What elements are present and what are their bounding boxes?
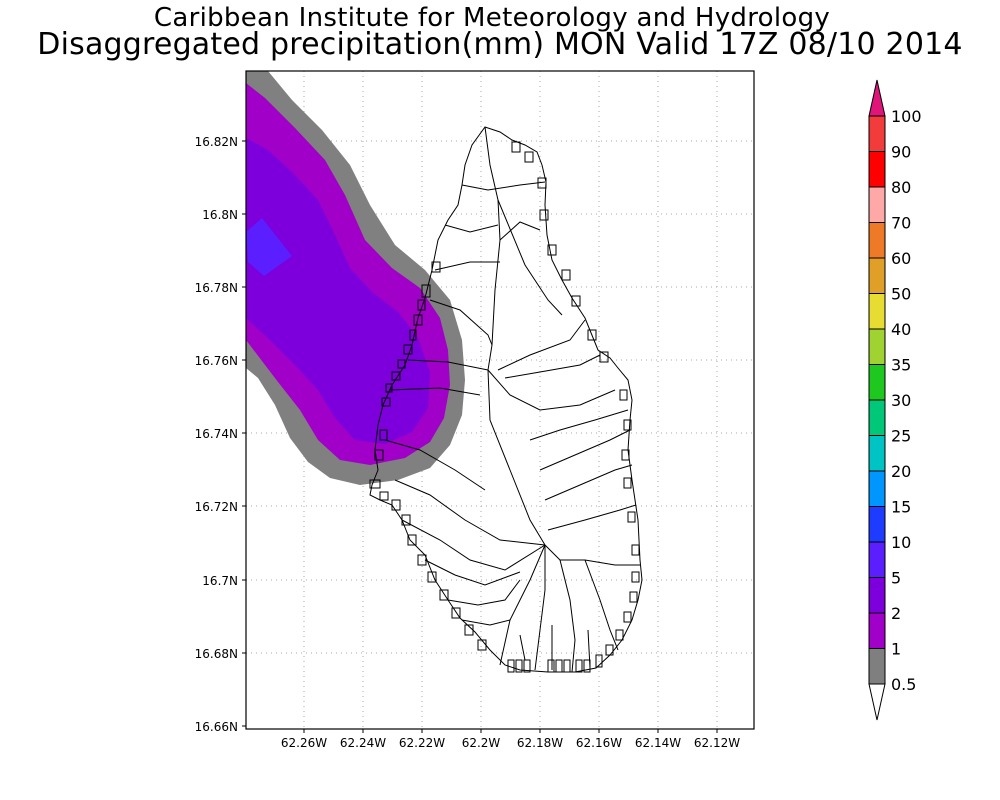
colorbar-label: 0.5: [891, 675, 916, 694]
colorbar-swatch: [868, 328, 886, 365]
title-product: Disaggregated precipitation(mm) MON Vali…: [37, 27, 963, 62]
colorbar-swatch: [868, 293, 886, 330]
colorbar-swatch: [868, 186, 886, 223]
lat-label: 16.72N: [195, 500, 238, 514]
colorbar-swatch: [868, 257, 886, 294]
colorbar-legend: 100 90 80 70 60 50 40 35 30 25 20 15 10 …: [868, 79, 922, 721]
colorbar-swatch: [868, 364, 886, 401]
lon-label: 62.16W: [576, 736, 622, 750]
colorbar-label: 35: [891, 356, 911, 375]
lon-label: 62.22W: [399, 736, 445, 750]
colorbar-swatch: [868, 648, 886, 685]
lon-label: 62.26W: [281, 736, 327, 750]
colorbar-swatch: [868, 541, 886, 578]
lat-label: 16.7N: [202, 574, 238, 588]
lon-label: 62.14W: [635, 736, 681, 750]
colorbar-label: 60: [891, 249, 911, 268]
colorbar-label: 15: [891, 498, 911, 517]
lat-label: 16.76N: [195, 354, 238, 368]
title-institute: Caribbean Institute for Meteorology and …: [153, 3, 831, 33]
latitude-labels: 16.82N 16.8N 16.78N 16.76N 16.74N 16.72N…: [195, 135, 238, 734]
lat-label: 16.66N: [195, 720, 238, 734]
longitude-labels: 62.26W 62.24W 62.22W 62.2W 62.18W 62.16W…: [281, 736, 740, 750]
lat-label: 16.74N: [195, 427, 238, 441]
colorbar-label: 100: [891, 107, 922, 126]
island-watershed-boundaries: [369, 126, 643, 673]
colorbar-swatch: [868, 506, 886, 543]
precip-2-5mm: [246, 138, 430, 444]
colorbar-label: 20: [891, 462, 911, 481]
colorbar-label: 5: [891, 569, 901, 588]
colorbar-swatch: [868, 612, 886, 649]
lon-label: 62.12W: [694, 736, 740, 750]
lat-label: 16.8N: [202, 208, 238, 222]
colorbar-label: 30: [891, 391, 911, 410]
colorbar-swatch: [868, 222, 886, 259]
colorbar-top-arrow: [868, 79, 886, 117]
colorbar-label: 10: [891, 533, 911, 552]
lon-label: 62.18W: [517, 736, 563, 750]
colorbar-label: 1: [891, 640, 901, 659]
lat-label: 16.68N: [195, 647, 238, 661]
precip-5-10mm: [246, 218, 292, 276]
colorbar-swatch: [868, 435, 886, 472]
colorbar-label: 70: [891, 214, 911, 233]
colorbar-swatch: [868, 470, 886, 507]
plot-frame: [245, 70, 755, 730]
colorbar-label: 40: [891, 320, 911, 339]
colorbar-label: 2: [891, 604, 901, 623]
lon-label: 62.24W: [340, 736, 386, 750]
colorbar-swatch: [868, 577, 886, 614]
lat-label: 16.78N: [195, 281, 238, 295]
precip-shading: [246, 71, 465, 485]
lon-label: 62.2W: [462, 736, 501, 750]
colorbar-swatch: [868, 151, 886, 188]
colorbar-bottom-arrow: [868, 683, 886, 721]
island-outline: [369, 126, 643, 673]
colorbar-label: 90: [891, 143, 911, 162]
colorbar-swatch: [868, 115, 886, 152]
tick-marks: [242, 140, 718, 733]
colorbar-label: 25: [891, 427, 911, 446]
lat-label: 16.82N: [195, 135, 238, 149]
colorbar-swatch: [868, 399, 886, 436]
colorbar-label: 80: [891, 178, 911, 197]
coastal-subwatersheds: [369, 141, 640, 673]
colorbar-label: 50: [891, 285, 911, 304]
